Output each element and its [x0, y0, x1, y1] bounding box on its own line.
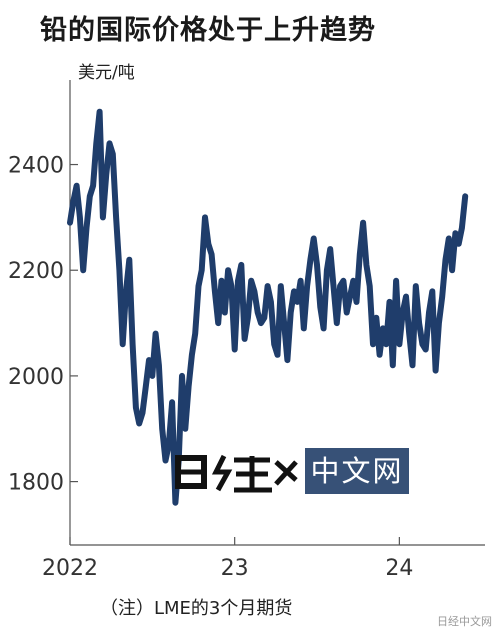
watermark: 日经中文网 — [437, 615, 492, 628]
x-tick-label: 24 — [385, 556, 413, 581]
chart-title: 铅的国际价格处于上升趋势 — [40, 15, 376, 46]
x-tick-label: 2022 — [42, 556, 98, 581]
plot-area — [67, 108, 469, 506]
axes — [69, 80, 485, 546]
nikkei-logo-glyphs — [172, 450, 304, 494]
price-series-line — [67, 108, 469, 506]
chart-footnote: （注）LME的3个月期货 — [100, 598, 293, 619]
axis-ticks: 1800 2000 2200 2400 2022 23 24 — [8, 154, 413, 581]
x-tick-label: 23 — [221, 556, 249, 581]
nikkei-logo-box: 中文网 — [305, 448, 409, 494]
y-tick-label: 2200 — [8, 259, 64, 284]
y-tick-label: 2400 — [8, 154, 64, 179]
y-tick-label: 1800 — [8, 471, 64, 496]
y-axis-unit-label: 美元/吨 — [78, 63, 135, 83]
y-tick-label: 2000 — [8, 365, 64, 390]
logo-calligraphy — [175, 454, 298, 493]
